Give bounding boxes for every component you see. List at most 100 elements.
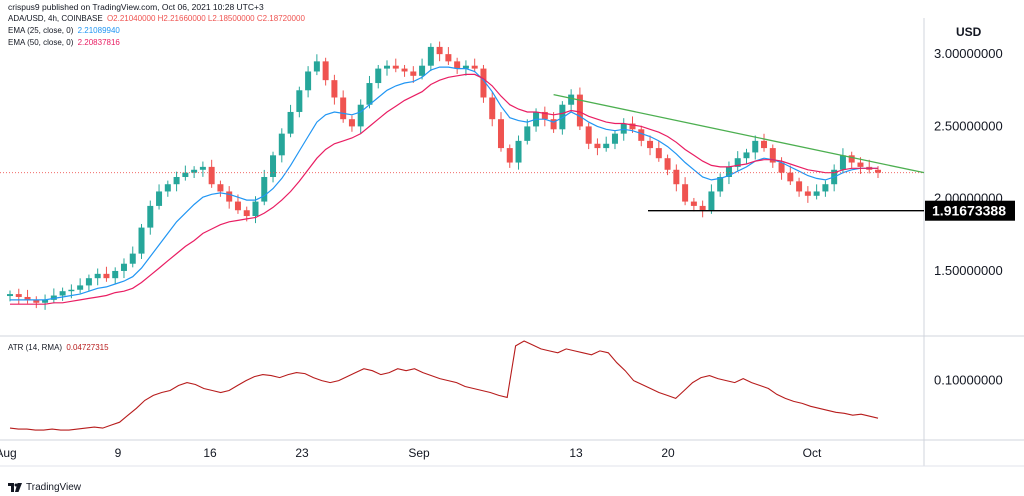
candle-body [261, 177, 268, 202]
ema25-legend[interactable]: EMA (25, close, 0) 2.21089940 [8, 26, 120, 35]
candle-body [85, 278, 92, 286]
publish-info: crispus9 published on TradingView.com, O… [8, 2, 264, 12]
atr-legend[interactable]: ATR (14, RMA) 0.04727315 [8, 343, 109, 352]
candle-body [761, 140, 768, 149]
support-price-badge [925, 200, 1015, 221]
candle-body [629, 123, 636, 130]
candle-body [717, 177, 724, 192]
time-tick-label: 23 [295, 446, 309, 460]
candle-body [366, 83, 373, 105]
candle-body [620, 123, 627, 134]
symbol-label: ADA/USD, 4h, COINBASE [8, 14, 103, 23]
candle-body [778, 162, 785, 173]
candle-body [822, 184, 829, 192]
candle-body [77, 285, 84, 290]
candle-body [787, 172, 794, 182]
candle-body [348, 119, 355, 127]
candle-body [340, 97, 347, 120]
time-tick-label: 9 [115, 446, 122, 460]
candle-body [489, 97, 496, 120]
candle-body [813, 191, 820, 196]
candle-body [594, 143, 601, 149]
candle-body [839, 155, 846, 170]
ema25-line [10, 66, 878, 301]
candle-body [401, 68, 408, 72]
candle-body [357, 104, 364, 127]
candle-body [419, 65, 426, 76]
candle-body [462, 65, 469, 69]
candle-body [278, 133, 285, 156]
ema50-legend[interactable]: EMA (50, close, 0) 2.20837816 [8, 38, 120, 47]
candle-body [804, 191, 811, 196]
candle-body [42, 299, 49, 303]
candle-body [690, 201, 697, 206]
candle-body [725, 166, 732, 177]
candle-body [436, 46, 443, 55]
candle-body [708, 191, 715, 211]
candle-body [305, 71, 312, 91]
candle-body [164, 184, 171, 192]
atr-line [9, 340, 879, 431]
candle-body [208, 166, 215, 185]
time-tick-label: Oct [803, 446, 822, 460]
symbol-legend[interactable]: ADA/USD, 4h, COINBASE O2.21040000 H2.216… [8, 14, 305, 23]
candles [7, 41, 881, 310]
candle-body [497, 119, 504, 149]
candle-body [515, 140, 522, 163]
candle-body [568, 94, 575, 105]
candle-body [234, 201, 241, 211]
price-tick-label: 2.50000000 [934, 118, 1003, 133]
candle-body [226, 191, 233, 202]
candle-body [541, 111, 548, 120]
candle-body [638, 129, 645, 141]
tradingview-brand: TradingView [26, 482, 82, 493]
ema25-value: 2.21089940 [77, 26, 120, 35]
candle-body [252, 201, 259, 217]
atr-tick-label: 0.10000000 [934, 373, 1003, 388]
candle-body [699, 205, 706, 211]
candle-body [103, 273, 110, 279]
candle-body [454, 61, 461, 69]
candle-body [752, 140, 759, 153]
candle-body [734, 158, 741, 167]
candle-body [384, 65, 391, 69]
currency-label[interactable]: USD [956, 25, 982, 39]
candle-body [287, 111, 294, 134]
candle-body [471, 65, 478, 69]
ema50-value: 2.20837816 [77, 38, 120, 47]
candle-body [796, 181, 803, 192]
candle-body [296, 90, 303, 112]
candle-body [24, 296, 31, 300]
resistance-trendline [553, 93, 925, 174]
time-tick-label: 20 [661, 446, 675, 460]
candle-body [611, 133, 618, 144]
tradingview-logo-icon [8, 483, 22, 492]
candle-body [857, 162, 864, 167]
candle-body [576, 94, 583, 127]
candle-body [673, 169, 680, 185]
price-tick-label: 1.50000000 [934, 263, 1003, 278]
candle-body [875, 169, 881, 173]
candle-body [182, 172, 189, 177]
candle-body [50, 295, 57, 300]
candle-body [94, 273, 101, 279]
support-price-label: 1.91673388 [932, 203, 1006, 219]
ema50-label: EMA (50, close, 0) [8, 38, 74, 47]
candle-body [524, 126, 531, 141]
candle-body [682, 184, 689, 202]
candle-body [392, 65, 399, 69]
candle-body [331, 80, 338, 98]
time-tick-label: 13 [569, 446, 583, 460]
candle-body [647, 140, 654, 149]
candle-body [550, 119, 557, 130]
time-tick-label: Aug [0, 446, 17, 460]
candle-body [33, 299, 40, 303]
candle-body [585, 126, 592, 144]
candle-body [243, 210, 250, 217]
ema50-line [10, 73, 878, 305]
candle-body [664, 158, 671, 170]
candle-body [655, 148, 662, 159]
candle-body [173, 177, 180, 185]
time-tick-label: Sep [408, 446, 430, 460]
